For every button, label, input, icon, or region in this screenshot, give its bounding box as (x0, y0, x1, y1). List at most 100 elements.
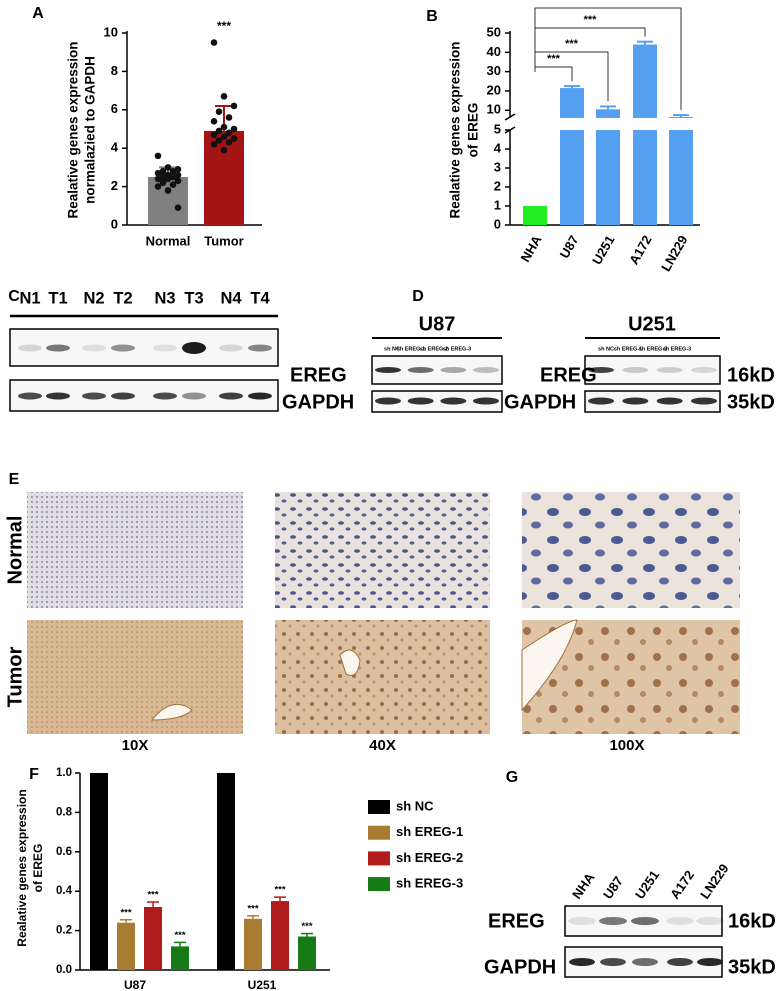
y-axis-label: of EREG (466, 103, 481, 158)
blot-band (600, 958, 626, 966)
lane-label: NHA (569, 870, 598, 902)
blot-band (588, 397, 614, 405)
ihc-image (522, 492, 740, 608)
y-axis-label: of EREG (31, 844, 45, 893)
blot-band (46, 392, 70, 400)
significance: *** (565, 38, 579, 50)
panel-letter: E (9, 471, 20, 488)
bar (244, 918, 262, 970)
legend-label: sh NC (396, 798, 434, 813)
x-tick-label: U87 (124, 978, 146, 991)
y-tick-label: 2 (111, 178, 118, 193)
data-point (220, 133, 228, 140)
data-point (225, 139, 233, 146)
bar (633, 130, 657, 225)
row-label: GAPDH (484, 956, 556, 978)
panel-letter: F (29, 766, 39, 783)
y-tick-label: 20 (487, 82, 501, 97)
blot-frame (584, 390, 721, 413)
bar (144, 906, 162, 970)
blot-band (691, 397, 717, 405)
group-label: U87 (419, 313, 456, 335)
ihc-image (27, 492, 243, 608)
data-point (225, 129, 233, 137)
bar (148, 177, 188, 225)
blot-band (656, 367, 683, 373)
x-tick-label: U251 (248, 978, 277, 991)
blot-band (622, 367, 649, 373)
legend-swatch (368, 877, 390, 892)
significance-bracket (534, 27, 646, 72)
significance: *** (547, 53, 561, 65)
lane-label: sh EREG-2 (420, 346, 448, 352)
data-point (210, 39, 218, 46)
blot-band (632, 958, 658, 966)
lane-label: T2 (113, 289, 132, 307)
lane-label: U87 (600, 874, 626, 902)
blot-band (667, 958, 693, 966)
row-label: EREG (488, 910, 545, 932)
size-label: 16kD (727, 364, 775, 386)
significance: *** (120, 907, 131, 918)
blot-band (111, 344, 135, 352)
blot-band (153, 392, 177, 400)
bar (596, 130, 620, 225)
blot-band (182, 392, 206, 400)
y-tick-label: 3 (494, 159, 501, 174)
lane-label: T3 (184, 289, 203, 307)
row-label: EREG (290, 364, 347, 386)
data-point (174, 166, 182, 173)
data-point (169, 167, 177, 175)
blot-band (656, 397, 683, 405)
y-tick-label: 1.0 (56, 767, 72, 779)
blot-band (622, 397, 649, 405)
y-axis-label: normalazied to GAPDH (83, 56, 98, 204)
y-tick-label: 0.8 (56, 806, 73, 818)
legend-label: sh EREG-2 (396, 850, 463, 865)
bar (171, 946, 189, 970)
significance: *** (274, 885, 285, 896)
lane-label: N4 (220, 289, 242, 307)
bar (217, 773, 235, 970)
size-label: 16kD (728, 910, 776, 932)
row-label: Tumor (4, 646, 26, 707)
y-tick-label: 10 (104, 24, 118, 39)
lane-label: U251 (632, 868, 662, 902)
data-point (154, 175, 162, 183)
blot-band (473, 397, 499, 405)
data-point (164, 187, 172, 194)
blot-band (599, 917, 627, 925)
blot-band (248, 392, 272, 400)
blot-band (111, 392, 135, 400)
magnification-label: 10X (122, 737, 149, 754)
data-point (230, 102, 238, 110)
data-point (174, 204, 182, 212)
bar (117, 922, 135, 970)
data-point (164, 164, 172, 171)
y-tick-label: 0 (111, 216, 118, 231)
x-tick-label: Normal (146, 233, 191, 248)
significance: *** (602, 0, 616, 6)
y-tick-label: 6 (111, 101, 118, 116)
blot-band (473, 367, 499, 373)
lane-label: N3 (154, 289, 175, 307)
data-point (174, 177, 182, 185)
panel-letter: C (8, 288, 20, 305)
blot-band (631, 917, 659, 925)
data-point (164, 175, 172, 183)
lane-label: sh EREG-1 (397, 346, 425, 352)
y-tick-label: 0 (494, 216, 501, 231)
x-tick-label: U87 (557, 233, 582, 261)
lane-label: N1 (19, 289, 40, 307)
y-tick-label: 8 (111, 63, 118, 78)
lane-label: T4 (250, 289, 270, 307)
ihc-image (27, 620, 243, 734)
blot-band (182, 342, 206, 354)
blot-band (82, 392, 106, 400)
data-point (169, 181, 177, 188)
lane-label: A172 (667, 868, 697, 902)
blot-band (696, 917, 724, 925)
row-label: Normal (4, 516, 26, 585)
